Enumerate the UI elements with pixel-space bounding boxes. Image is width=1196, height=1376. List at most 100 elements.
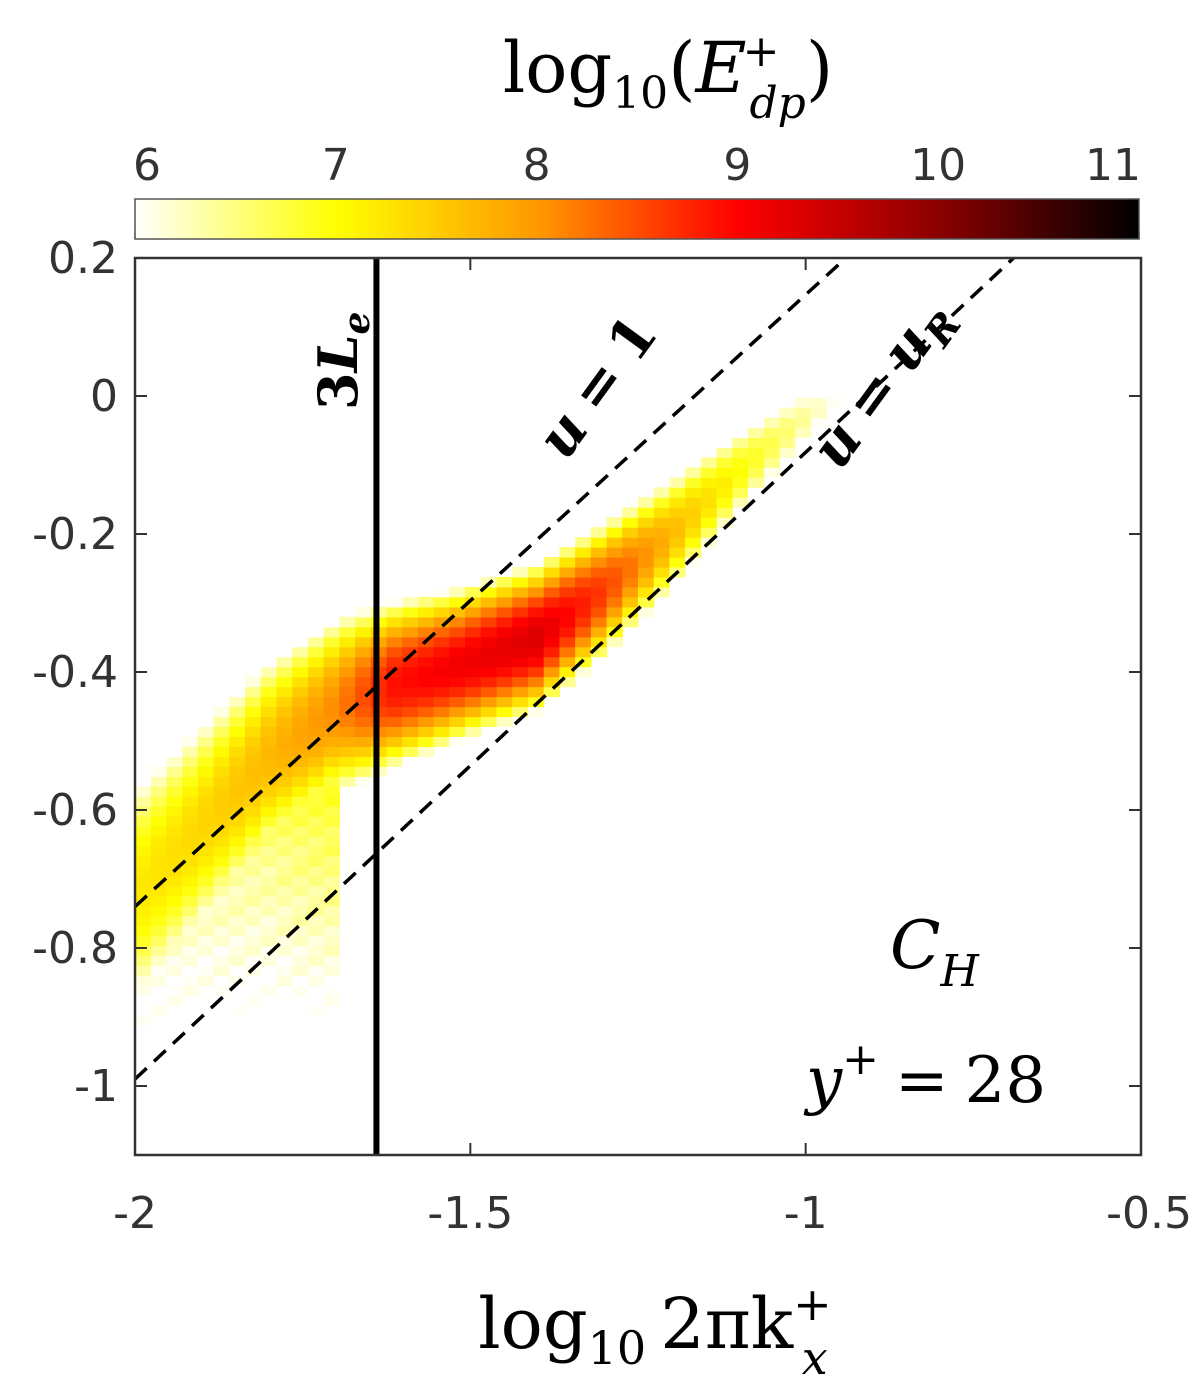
heatmap-cell	[732, 497, 749, 508]
y-tick-label: -0.4	[32, 647, 118, 698]
heatmap-cell	[276, 686, 293, 698]
heatmap-cell	[669, 557, 686, 568]
heatmap-cell	[229, 736, 246, 747]
heatmap-cell	[339, 726, 356, 737]
heatmap-cell	[417, 656, 435, 668]
heatmap-cell	[292, 816, 309, 827]
heatmap-cell	[166, 806, 183, 817]
heatmap-cell	[292, 905, 309, 917]
heatmap-cell	[260, 975, 278, 987]
heatmap-cell	[166, 856, 183, 867]
heatmap-cell	[386, 676, 403, 688]
heatmap-cell	[213, 955, 230, 967]
heatmap-cell	[292, 786, 309, 797]
heatmap-cell	[197, 975, 215, 987]
heatmap-cell	[339, 666, 356, 678]
heatmap-cell	[575, 606, 592, 618]
heatmap-cell	[260, 965, 278, 977]
heatmap-cell	[339, 656, 356, 668]
heatmap-cell	[229, 905, 246, 917]
heatmap-cell	[229, 706, 246, 718]
heatmap-cell	[260, 726, 278, 737]
heatmap-cell	[166, 965, 183, 977]
heatmap-cell	[166, 1005, 183, 1017]
heatmap-cell	[465, 676, 482, 688]
heatmap-cell	[496, 616, 513, 628]
heatmap-cell	[260, 696, 278, 708]
heatmap-cell	[260, 706, 278, 718]
heatmap-cell	[229, 925, 246, 937]
heatmap-cell	[229, 826, 246, 837]
heatmap-cell	[229, 975, 246, 987]
heatmap-cell	[417, 716, 435, 728]
heatmap-cell	[700, 497, 718, 508]
heatmap-cell	[559, 547, 576, 558]
heatmap-cell	[496, 666, 513, 678]
heatmap-cell	[229, 945, 246, 957]
heatmap-cell	[292, 646, 309, 658]
y-tick-label: -0.2	[32, 509, 118, 560]
heatmap-cell	[135, 905, 152, 917]
heatmap-cell	[135, 965, 152, 977]
heatmap-cell	[512, 656, 529, 668]
heatmap-cell	[213, 756, 230, 767]
heatmap-cell	[135, 995, 152, 1007]
u-equals-1-label: u=1	[524, 303, 671, 470]
heatmap-cell	[245, 885, 262, 897]
heatmap-cell	[339, 646, 356, 658]
heatmap-cell	[402, 736, 419, 747]
heatmap-cell	[779, 417, 796, 429]
heatmap-cell	[197, 806, 215, 817]
heatmap-cell	[292, 836, 309, 847]
heatmap-cell	[339, 626, 356, 638]
heatmap-cell	[166, 846, 183, 857]
heatmap-cell	[449, 726, 466, 737]
heatmap-cell	[292, 776, 309, 787]
heatmap-cell	[748, 417, 765, 429]
heatmap-cell	[135, 796, 152, 807]
heatmap-cell	[716, 497, 733, 508]
heatmap-cell	[496, 716, 513, 728]
heatmap-cell	[229, 885, 246, 897]
heatmap-cell	[276, 806, 293, 817]
heatmap-cell	[323, 666, 340, 678]
heatmap-cell	[417, 646, 435, 658]
heatmap-cell	[150, 865, 168, 877]
heatmap-cell	[166, 885, 183, 897]
heatmap-cell	[292, 806, 309, 817]
heatmap-cell	[197, 716, 215, 728]
heatmap-cell	[826, 387, 843, 399]
heatmap-cell	[465, 716, 482, 728]
heatmap-cell	[229, 766, 246, 777]
heatmap-cell	[197, 776, 215, 787]
heatmap-cell	[433, 676, 450, 688]
heatmap-cell	[590, 527, 608, 538]
heatmap-cell	[575, 557, 592, 568]
x-tick-labels: -2 -1.5 -1 -0.5	[113, 1188, 1192, 1239]
heatmap-cell	[496, 636, 513, 648]
heatmap-cell	[276, 895, 293, 907]
heatmap-cell	[559, 656, 576, 668]
heatmap-cell	[182, 955, 199, 967]
heatmap-cell	[386, 726, 403, 737]
heatmap-cell	[480, 606, 498, 618]
heatmap-cell	[276, 965, 293, 977]
heatmap-cell	[166, 836, 183, 847]
heatmap-cell	[197, 915, 215, 927]
heatmap-cell	[339, 766, 356, 777]
heatmap-cell	[245, 1015, 262, 1027]
heatmap-cell	[135, 935, 152, 947]
heatmap-cell	[465, 626, 482, 638]
heatmap-cell	[276, 836, 293, 847]
heatmap-cell	[323, 766, 340, 777]
heatmap-cell	[590, 646, 608, 658]
heatmap-cell	[213, 915, 230, 927]
heatmap-cell	[150, 995, 168, 1007]
heatmap-cell	[465, 686, 482, 698]
yplus-label: y+ = 28	[803, 1034, 1046, 1118]
heatmap-cell	[575, 576, 592, 588]
heatmap-cell	[307, 636, 325, 648]
heatmap-cell	[182, 776, 199, 787]
heatmap-cell	[339, 716, 356, 728]
heatmap-cell	[260, 666, 278, 678]
